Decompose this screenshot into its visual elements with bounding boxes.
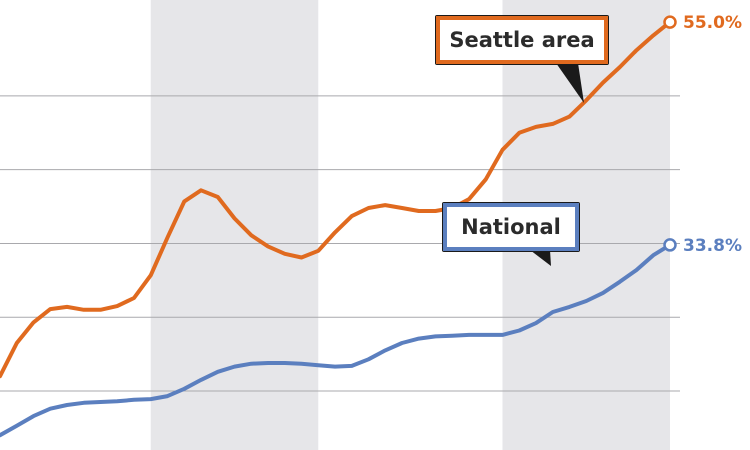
series-line-seattle-area xyxy=(0,20,672,379)
series-line-national xyxy=(0,242,672,438)
callout-label-seattle-area: Seattle area xyxy=(449,28,594,52)
callout-pointer-seattle-area xyxy=(556,63,584,103)
shaded-periods xyxy=(150,0,670,450)
end-label-national: 33.8% xyxy=(683,236,742,256)
end-marker-national xyxy=(663,238,677,252)
end-marker-seattle-area xyxy=(663,15,677,29)
callouts: Seattle area National xyxy=(435,15,609,266)
shaded-period-1 xyxy=(150,0,319,450)
callout-box-seattle-area xyxy=(436,16,608,64)
callout-box-national xyxy=(443,203,579,251)
series-lines xyxy=(0,20,672,438)
callout-pointer-national xyxy=(530,250,551,266)
callout-national: National xyxy=(442,202,580,266)
end-markers: 55.0% 33.8% xyxy=(663,13,742,256)
callout-label-national: National xyxy=(461,215,561,239)
callout-seattle-area: Seattle area xyxy=(435,15,609,103)
end-label-seattle-area: 55.0% xyxy=(683,13,742,33)
